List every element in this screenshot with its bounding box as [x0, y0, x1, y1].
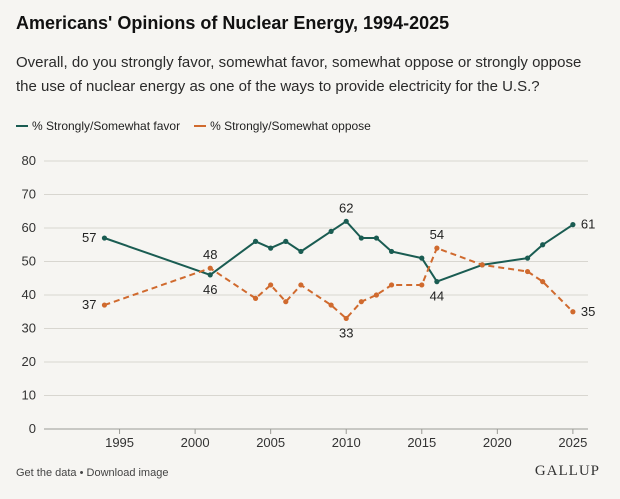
- data-point-favor-2023: [540, 242, 546, 248]
- data-point-favor-2001: [207, 272, 213, 278]
- data-point-favor-2011: [358, 235, 364, 241]
- data-point-oppose-2013: [388, 282, 395, 288]
- chart-subtitle: Overall, do you strongly favor, somewhat…: [16, 54, 582, 95]
- x-tick-label-2000: 2000: [181, 435, 210, 450]
- data-point-oppose-2011: [358, 299, 364, 305]
- legend-label-oppose: % Strongly/Somewhat oppose: [210, 119, 371, 133]
- data-label-favor-1994: 57: [82, 230, 96, 245]
- data-point-oppose-1994: [101, 302, 108, 308]
- legend-swatch-favor: [16, 125, 28, 127]
- data-point-favor-1994: [101, 235, 108, 241]
- series-line-favor: [104, 220, 574, 283]
- x-tick-label-1995: 1995: [105, 435, 134, 450]
- x-tick-label-2005: 2005: [256, 435, 285, 450]
- data-label-oppose-2016: 54: [430, 227, 444, 242]
- legend-swatch-oppose: [194, 125, 207, 127]
- gallup-logo: GALLUP: [534, 463, 600, 479]
- x-tick-label-2015: 2015: [407, 435, 436, 450]
- data-point-oppose-2006: [283, 299, 289, 305]
- y-tick-label-0: 0: [29, 421, 36, 436]
- y-tick-label-20: 20: [22, 354, 36, 369]
- data-point-oppose-2010: [343, 315, 349, 322]
- data-label-favor-2010: 62: [339, 200, 353, 215]
- data-point-favor-2009: [328, 228, 334, 234]
- data-label-oppose-2010: 33: [339, 325, 353, 340]
- data-point-favor-2007: [298, 248, 304, 255]
- download-image-link[interactable]: Download image: [86, 467, 169, 479]
- data-point-favor-2012: [373, 235, 380, 241]
- data-label-favor-2025: 61: [581, 217, 595, 232]
- data-point-favor-2013: [388, 248, 395, 255]
- data-point-favor-2006: [283, 238, 289, 244]
- data-point-oppose-2016: [434, 245, 440, 251]
- data-label-oppose-1994: 37: [82, 297, 96, 312]
- data-point-oppose-2019: [479, 262, 485, 268]
- footer-separator: •: [76, 467, 87, 479]
- y-tick-label-40: 40: [22, 287, 36, 302]
- data-point-oppose-2023: [540, 279, 546, 285]
- y-tick-label-80: 80: [22, 153, 36, 168]
- data-point-favor-2010: [343, 218, 349, 224]
- y-tick-label-10: 10: [22, 388, 36, 403]
- data-point-oppose-2015: [419, 282, 425, 288]
- data-point-oppose-2022: [524, 268, 531, 275]
- data-point-favor-2015: [419, 255, 425, 261]
- data-label-oppose-2025: 35: [581, 304, 595, 319]
- y-tick-label-60: 60: [22, 220, 36, 235]
- data-point-oppose-2007: [298, 282, 304, 288]
- footer: Get the data • Download image: [16, 467, 168, 479]
- series-line-oppose: [104, 247, 574, 320]
- x-tick-label-2010: 2010: [332, 435, 361, 450]
- legend-item-oppose: % Strongly/Somewhat oppose: [194, 119, 371, 133]
- data-point-oppose-2005: [268, 282, 274, 288]
- legend-label-favor: % Strongly/Somewhat favor: [32, 119, 181, 133]
- y-tick-label-30: 30: [22, 321, 36, 336]
- data-point-favor-2005: [268, 245, 274, 251]
- chart-title: Americans' Opinions of Nuclear Energy, 1…: [16, 13, 450, 33]
- data-point-favor-2004: [252, 238, 259, 244]
- data-point-oppose-2025: [570, 309, 576, 315]
- data-point-oppose-2004: [252, 295, 259, 301]
- data-point-oppose-2009: [328, 302, 334, 308]
- data-label-favor-2016: 44: [430, 289, 444, 304]
- data-point-oppose-2012: [373, 292, 380, 298]
- data-point-oppose-2001: [207, 265, 213, 271]
- data-point-favor-2016: [434, 279, 440, 285]
- data-label-favor-2001: 46: [203, 282, 217, 297]
- y-tick-label-50: 50: [22, 254, 36, 269]
- get-data-link[interactable]: Get the data: [16, 467, 77, 479]
- y-tick-label-70: 70: [22, 187, 36, 202]
- data-point-favor-2022: [524, 255, 531, 261]
- data-point-favor-2025: [570, 222, 576, 228]
- chart-legend: % Strongly/Somewhat favor % Strongly/Som…: [16, 119, 385, 133]
- legend-item-favor: % Strongly/Somewhat favor: [16, 119, 180, 133]
- data-label-oppose-2001: 48: [203, 247, 217, 262]
- x-tick-label-2025: 2025: [558, 435, 587, 450]
- x-tick-label-2020: 2020: [483, 435, 512, 450]
